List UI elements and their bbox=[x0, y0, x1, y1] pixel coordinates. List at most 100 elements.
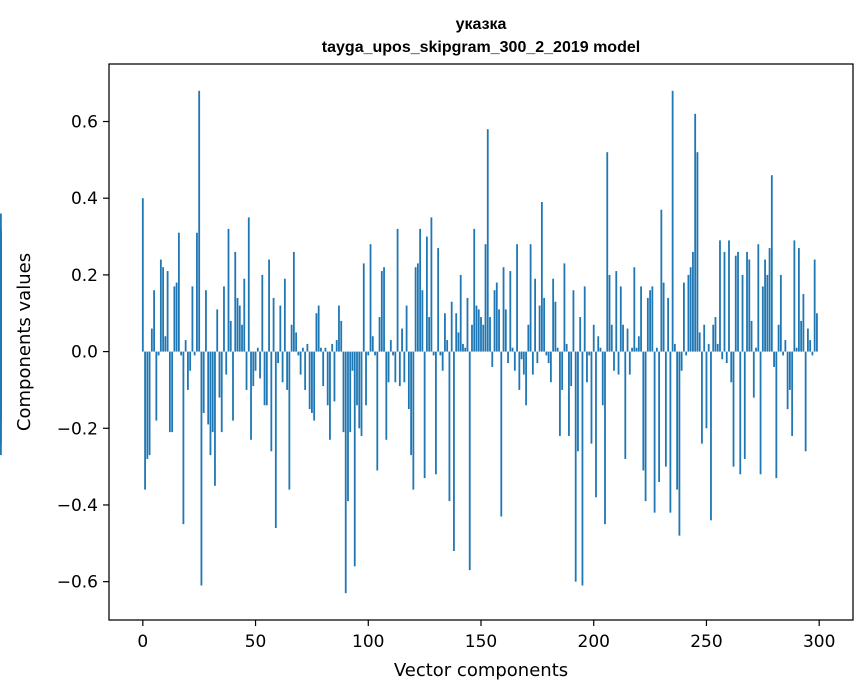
bar bbox=[516, 244, 518, 352]
bar bbox=[256, 347, 259, 352]
bar bbox=[198, 90, 201, 352]
bar bbox=[588, 351, 591, 356]
bar bbox=[0, 347, 2, 352]
chart-subtitle: tayga_upos_skipgram_300_2_2019 model bbox=[322, 39, 640, 56]
bar bbox=[435, 351, 437, 475]
bar bbox=[286, 351, 289, 390]
bar bbox=[502, 267, 505, 352]
bar bbox=[543, 297, 546, 352]
bar bbox=[380, 271, 383, 352]
bar bbox=[315, 313, 318, 352]
bar bbox=[746, 251, 748, 352]
bar bbox=[250, 351, 252, 440]
bar bbox=[358, 351, 361, 429]
bar bbox=[797, 248, 800, 352]
bar bbox=[581, 351, 584, 586]
bar bbox=[166, 271, 169, 352]
bar bbox=[403, 351, 406, 383]
bar bbox=[292, 251, 295, 352]
bar bbox=[741, 274, 744, 352]
bar bbox=[398, 351, 401, 387]
bar bbox=[804, 351, 807, 452]
bar bbox=[484, 244, 487, 352]
bar bbox=[624, 351, 627, 459]
bar bbox=[518, 351, 521, 390]
bar bbox=[807, 328, 809, 352]
bar bbox=[236, 297, 239, 352]
bar bbox=[274, 351, 277, 528]
bar bbox=[698, 332, 701, 352]
bar bbox=[412, 351, 415, 490]
bar bbox=[340, 320, 343, 352]
bar bbox=[295, 332, 298, 352]
bar bbox=[649, 290, 651, 352]
bar bbox=[223, 286, 225, 352]
bar bbox=[759, 351, 762, 475]
bar bbox=[252, 351, 255, 387]
bar bbox=[184, 340, 187, 352]
bar bbox=[394, 351, 397, 383]
bar bbox=[200, 351, 203, 586]
bar bbox=[775, 351, 778, 479]
bar bbox=[705, 351, 708, 429]
x-axis-ticks: 0 50 100 150 200 250 300 bbox=[137, 620, 835, 652]
bar bbox=[475, 305, 478, 352]
bar bbox=[405, 305, 408, 352]
bar bbox=[459, 274, 462, 352]
bar bbox=[324, 347, 327, 352]
bar bbox=[0, 301, 2, 352]
bar bbox=[234, 251, 237, 352]
y-tick-label: −0.4 bbox=[57, 496, 98, 516]
bar bbox=[579, 317, 582, 352]
bar bbox=[572, 290, 575, 352]
bar bbox=[779, 274, 782, 352]
y-tick-label: 0.6 bbox=[71, 113, 98, 133]
bar bbox=[141, 198, 144, 352]
bar bbox=[507, 351, 509, 364]
bar bbox=[229, 320, 232, 352]
bar bbox=[486, 129, 489, 352]
bar bbox=[777, 324, 780, 352]
bar bbox=[662, 282, 665, 352]
bar bbox=[326, 351, 329, 406]
bar bbox=[671, 90, 674, 352]
bar bbox=[157, 351, 160, 356]
bar bbox=[568, 351, 570, 436]
x-tick-label: 250 bbox=[690, 632, 722, 652]
bar bbox=[349, 351, 352, 433]
bar bbox=[407, 351, 410, 410]
bar bbox=[642, 351, 645, 471]
bar bbox=[446, 340, 449, 352]
chart-title: указка bbox=[456, 16, 507, 33]
bar bbox=[216, 309, 219, 352]
bar bbox=[692, 251, 694, 352]
y-tick-label: 0.0 bbox=[71, 343, 98, 363]
bar bbox=[606, 152, 609, 352]
bar bbox=[238, 305, 241, 352]
bar bbox=[308, 351, 311, 410]
y-tick-label: 0.4 bbox=[71, 189, 98, 209]
y-tick-label: −0.2 bbox=[57, 419, 98, 439]
bar bbox=[547, 351, 550, 364]
bar bbox=[480, 317, 482, 352]
bar bbox=[511, 347, 514, 352]
bar-series bbox=[0, 90, 818, 594]
bar bbox=[563, 263, 566, 352]
bar bbox=[793, 240, 796, 352]
bar bbox=[554, 301, 557, 352]
bar bbox=[272, 297, 275, 352]
bar bbox=[254, 351, 257, 371]
bar bbox=[764, 259, 766, 352]
bar bbox=[374, 351, 376, 356]
bar bbox=[701, 351, 703, 444]
bar bbox=[177, 232, 180, 352]
bar bbox=[615, 271, 618, 352]
bar bbox=[290, 324, 293, 352]
bar bbox=[791, 351, 794, 436]
bar bbox=[288, 351, 291, 490]
bar bbox=[331, 343, 334, 352]
bar bbox=[752, 351, 755, 398]
bar bbox=[676, 351, 679, 490]
bar bbox=[748, 259, 751, 352]
bar bbox=[529, 244, 532, 352]
